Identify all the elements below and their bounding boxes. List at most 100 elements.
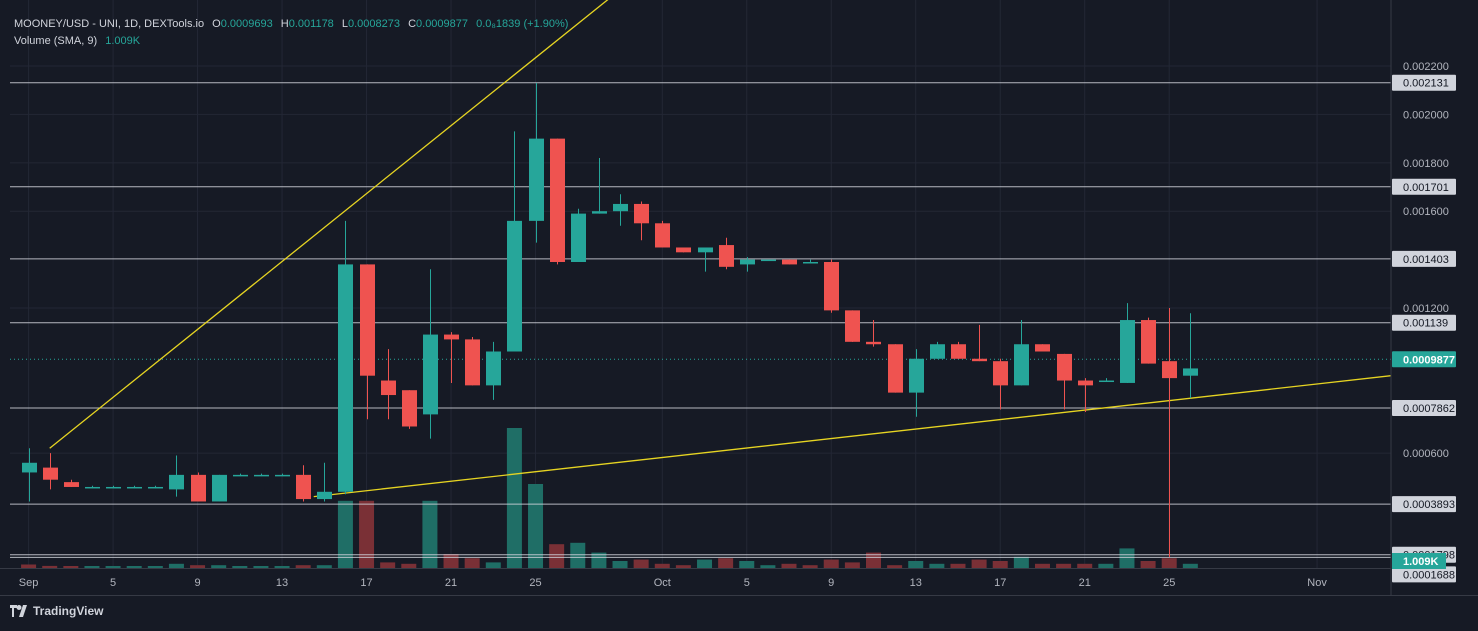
candle-49 (1057, 353, 1072, 410)
candle-body (85, 486, 100, 489)
candles (22, 82, 1198, 558)
volume-bar-45 (971, 559, 987, 568)
tradingview-logo-text: TradingView (33, 604, 104, 618)
volume-bar-13 (295, 565, 311, 568)
volume-bar-18 (401, 563, 417, 568)
candle-body (698, 247, 713, 253)
price-tick-label: 0.001200 (1403, 303, 1449, 315)
candle-body (1183, 368, 1198, 376)
volume-bar-43 (929, 563, 945, 568)
volume-bar-37 (802, 565, 818, 568)
tradingview-logo-icon (10, 605, 27, 617)
volume-bar-28 (612, 561, 628, 568)
candle-body (486, 351, 501, 386)
legend-low-label: L (341, 18, 348, 30)
time-tick-label: 9 (195, 577, 201, 589)
candle-45 (972, 324, 987, 362)
candle-17 (381, 349, 396, 420)
volume-bar-40 (865, 552, 881, 568)
volume-bar-30 (654, 563, 670, 568)
candle-7 (169, 455, 184, 497)
candle-body (444, 334, 459, 340)
candle-40 (866, 320, 881, 347)
candle-body (803, 261, 818, 264)
level-badge-7-bg (1392, 566, 1456, 583)
volume-bar-25 (549, 544, 565, 568)
candle-3 (85, 485, 100, 489)
candle-body (106, 486, 121, 489)
volume-bar-50 (1077, 563, 1093, 568)
volume-bar-47 (1013, 556, 1029, 568)
volume-bar-2 (63, 566, 79, 568)
time-tick-label: 21 (445, 577, 457, 589)
time-tick-label: 17 (360, 577, 372, 589)
volume-bar-12 (274, 566, 290, 568)
candle-body (951, 344, 966, 359)
time-tick-label: 25 (1163, 577, 1175, 589)
candle-body (317, 491, 332, 500)
candle-body (613, 203, 628, 212)
candle-body (655, 223, 670, 248)
candle-43 (930, 341, 945, 359)
trendline-lower (313, 375, 1392, 498)
candle-body (909, 358, 924, 393)
trendlines (49, 0, 1392, 498)
volume-bar-8 (190, 565, 206, 568)
candle-6 (148, 485, 163, 489)
candle-31 (676, 247, 691, 253)
level-badge-3: 0.001139 (1403, 318, 1448, 330)
candle-body (993, 361, 1008, 386)
candle-13 (296, 465, 311, 502)
candle-body (719, 245, 734, 267)
level-badge-3-bg (1392, 314, 1456, 331)
candle-44 (951, 341, 966, 359)
candle-22 (486, 341, 501, 400)
volume-bar-33 (718, 558, 734, 568)
volume-bar-55 (1182, 563, 1198, 568)
candle-body (761, 259, 776, 262)
legend-ohlc-row: MOONEY/USD - UNI, 1D, DEXTools.io O0.000… (14, 16, 568, 33)
legend-volume-label: Volume (SMA, 9) (14, 35, 98, 47)
chart-legend: MOONEY/USD - UNI, 1D, DEXTools.io O0.000… (14, 16, 568, 50)
time-tick-label: 13 (910, 577, 922, 589)
candle-body (634, 203, 649, 224)
candle-body (465, 339, 480, 386)
volume-bar-49 (1056, 563, 1072, 568)
candle-body (233, 474, 248, 477)
volume-badge: 1.009K (1403, 556, 1439, 568)
candle-body (888, 344, 903, 393)
volume-bar-4 (105, 566, 121, 568)
candle-12 (275, 473, 290, 477)
volume-bar-1 (42, 565, 58, 568)
time-tick-label: 5 (110, 577, 116, 589)
candle-body (191, 474, 206, 502)
candle-body (275, 474, 290, 477)
volume-bar-21 (464, 558, 480, 568)
volume-bar-24 (528, 484, 544, 568)
volume-bar-6 (147, 566, 163, 568)
candle-body (1099, 380, 1114, 383)
volume-bar-32 (697, 559, 713, 568)
level-badge-2: 0.001403 (1403, 254, 1449, 266)
candle-body (866, 341, 881, 345)
time-tick-label: Nov (1307, 577, 1327, 589)
candle-25 (550, 138, 565, 265)
volume-bar-31 (675, 565, 691, 568)
candle-body (22, 462, 37, 473)
volume-bar-20 (443, 554, 459, 568)
legend-high-label: H (280, 18, 289, 30)
volume-bar-52 (1119, 548, 1135, 568)
candle-body (1141, 320, 1156, 364)
price-tick-label: 0.001600 (1403, 206, 1449, 218)
candle-body (1057, 353, 1072, 381)
candle-46 (993, 358, 1008, 410)
volume-bar-46 (992, 561, 1008, 568)
candle-0 (22, 448, 37, 502)
candle-21 (465, 336, 480, 386)
candle-41 (888, 344, 903, 393)
level-badge-4-bg (1392, 400, 1456, 417)
volume-bar-9 (211, 565, 227, 568)
tradingview-logo[interactable]: TradingView (10, 604, 103, 618)
candle-16 (360, 264, 375, 420)
